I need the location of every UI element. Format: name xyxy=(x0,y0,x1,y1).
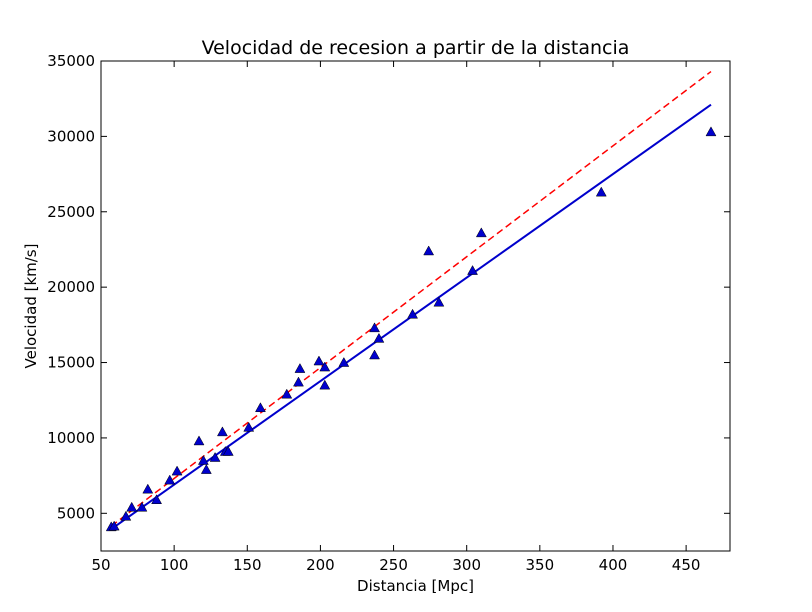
y-tick-label: 25000 xyxy=(47,203,95,221)
data-point xyxy=(373,332,385,343)
data-point xyxy=(319,379,331,390)
data-point xyxy=(193,435,205,446)
x-tick-label: 350 xyxy=(526,556,555,574)
data-point xyxy=(243,421,255,432)
data-point xyxy=(171,465,183,476)
y-tick-label: 15000 xyxy=(47,354,95,372)
x-tick-label: 300 xyxy=(452,556,481,574)
data-point xyxy=(108,520,120,531)
y-tick-label: 5000 xyxy=(57,504,95,522)
x-tick-label: 200 xyxy=(306,556,335,574)
data-point xyxy=(126,501,138,512)
data-point xyxy=(475,227,487,238)
data-point xyxy=(595,186,607,197)
y-tick-label: 30000 xyxy=(47,127,95,145)
data-point xyxy=(338,357,350,367)
y-tick-label: 10000 xyxy=(47,429,95,447)
ticks: 50 100 150 200 250 300 350 400 450 5000 10000 15000… xyxy=(47,52,730,574)
axes-frame xyxy=(100,60,731,552)
data-point xyxy=(120,510,132,521)
chart-title: Velocidad de recesion a partir de la dis… xyxy=(202,37,630,59)
data-point xyxy=(423,245,435,256)
y-axis-label: Velocidad [km/s] xyxy=(22,244,40,369)
data-point xyxy=(433,296,445,307)
data-point xyxy=(313,355,325,366)
x-axis-label: Distancia [Mpc] xyxy=(357,577,474,595)
x-tick-label: 50 xyxy=(91,556,110,574)
data-point xyxy=(369,349,380,360)
dashed-fit-line xyxy=(110,70,712,527)
data-point xyxy=(209,452,221,462)
x-tick-label: 450 xyxy=(672,556,701,574)
data-point xyxy=(164,474,176,485)
data-point xyxy=(255,402,266,413)
data-point xyxy=(200,464,212,474)
data-point xyxy=(319,361,331,372)
data-point xyxy=(369,322,380,333)
data-point xyxy=(222,445,234,456)
x-tick-label: 100 xyxy=(160,556,189,574)
data-point xyxy=(197,455,209,465)
data-point xyxy=(142,483,154,494)
data-point xyxy=(216,426,228,437)
y-tick-label: 20000 xyxy=(47,278,95,296)
data-point xyxy=(151,494,163,504)
plot-area xyxy=(105,70,717,532)
data-point xyxy=(293,376,304,387)
x-tick-label: 150 xyxy=(233,556,262,574)
data-point xyxy=(294,363,306,373)
y-tick-label: 35000 xyxy=(47,52,95,70)
x-tick-label: 400 xyxy=(599,556,628,574)
data-point xyxy=(467,265,478,275)
x-tick-label: 250 xyxy=(379,556,408,574)
data-point xyxy=(136,501,148,512)
data-point xyxy=(407,308,418,319)
data-point xyxy=(281,388,293,399)
data-point xyxy=(705,126,717,137)
